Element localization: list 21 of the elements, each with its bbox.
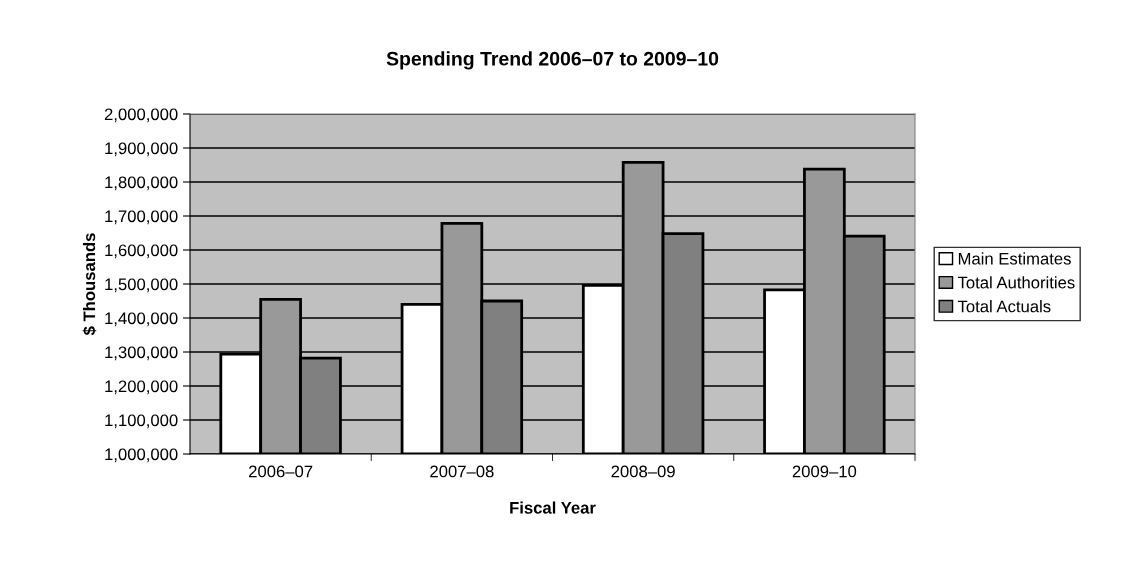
y-tick-label: 1,500,000 [105, 278, 178, 293]
y-tick-label: 1,200,000 [105, 380, 178, 395]
x-tick-label: 2007–08 [430, 465, 494, 478]
y-tick-label: 1,000,000 [105, 448, 178, 463]
legend-label: Total Authorities [957, 276, 1075, 289]
y-tick-label: 1,800,000 [105, 176, 178, 191]
y-tick-label: 2,000,000 [104, 108, 178, 123]
x-axis-title: Fiscal Year [510, 501, 596, 514]
y-axis-title: $ Thousands [82, 233, 97, 336]
y-tick-label: 1,100,000 [105, 414, 178, 429]
y-tick-label: 1,300,000 [105, 346, 178, 361]
x-tick-label: 2008–09 [611, 465, 675, 478]
y-tick-label: 1,700,000 [105, 210, 178, 225]
y-tick-label: 1,400,000 [105, 312, 178, 327]
x-tick-label: 2009–10 [792, 465, 857, 478]
y-tick-label: 1,600,000 [105, 244, 178, 259]
legend-label: Main Estimates [958, 252, 1071, 265]
x-tick-label: 2006–07 [249, 465, 313, 478]
chart-title: Spending Trend 2006–07 to 2009–10 [386, 51, 719, 70]
legend-label: Total Actuals [957, 300, 1051, 313]
y-tick-label: 1,900,000 [105, 142, 178, 157]
